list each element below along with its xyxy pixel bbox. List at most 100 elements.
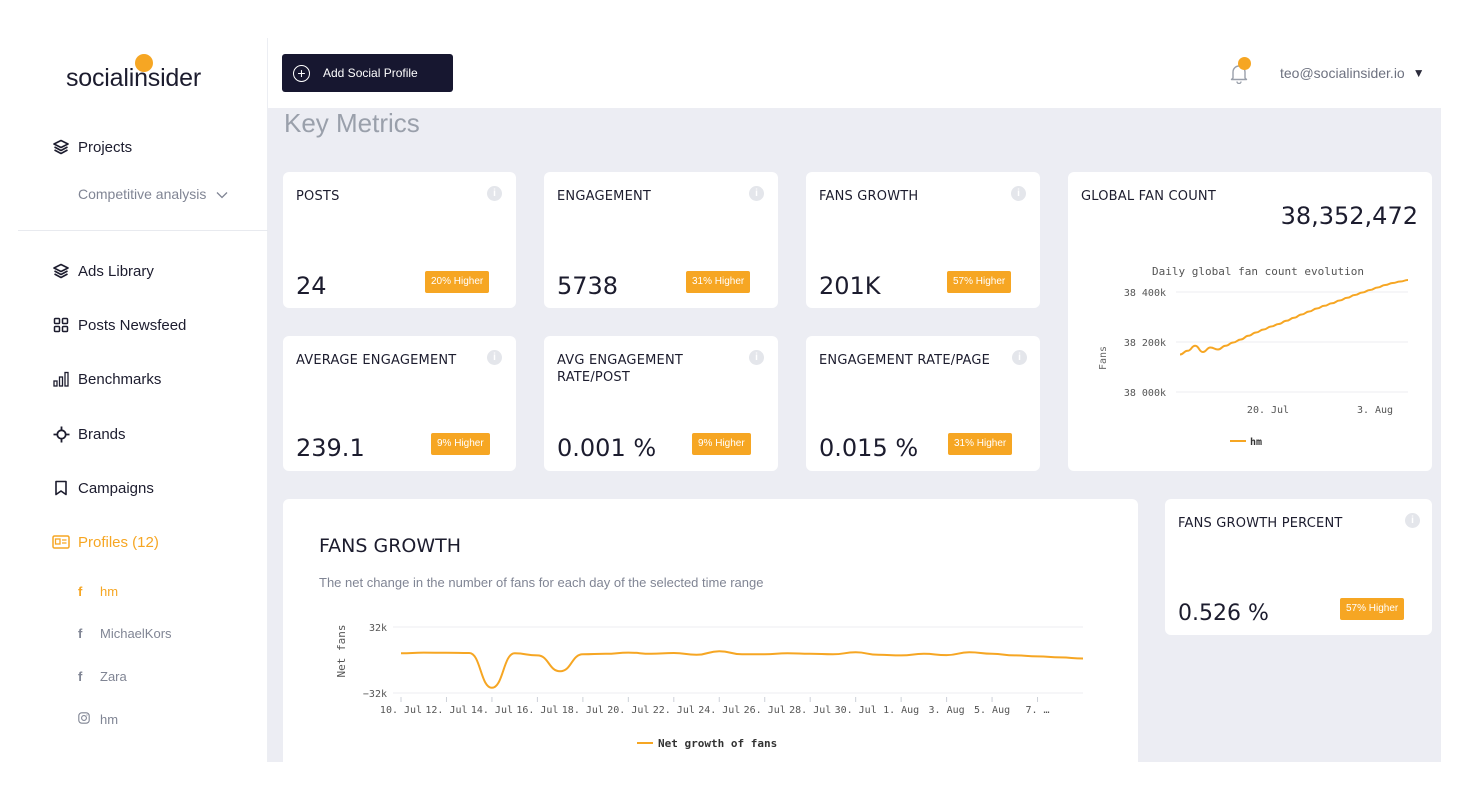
- chevron-down-icon: [216, 186, 228, 202]
- x-tick-label: 24. Jul: [698, 705, 740, 716]
- metric-value: 0.015 %: [819, 434, 919, 462]
- plus-circle-icon: +: [293, 64, 310, 82]
- info-icon[interactable]: i: [1405, 513, 1420, 528]
- metric-card-average-engagement: AVERAGE ENGAGEMENT i 239.1 9% Higher: [283, 336, 516, 471]
- profile-name: hm: [100, 712, 119, 727]
- facebook-icon: f: [78, 584, 83, 599]
- metric-label: POSTS: [296, 189, 340, 204]
- profile-name: hm: [100, 584, 119, 599]
- y-tick-label: −32k: [363, 689, 387, 700]
- y-tick-label: 38 000k: [1124, 388, 1166, 399]
- add-social-profile-label: Add Social Profile: [323, 66, 418, 80]
- logo-dot: [135, 54, 153, 72]
- x-axis-ticks: 10. Jul 12. Jul 14. Jul 16. Jul 18. Jul 20. J…: [380, 697, 1050, 716]
- x-tick-label: 1. Aug: [883, 705, 919, 716]
- x-tick-label: 18. Jul: [562, 705, 604, 716]
- crosshair-icon: [52, 425, 70, 443]
- sidebar-item-profiles[interactable]: Profiles (12): [18, 524, 268, 560]
- layers-icon: [52, 262, 70, 280]
- global-fan-count-chart: Daily global fan count evolution Fans 38…: [1098, 265, 1409, 448]
- metric-label: GLOBAL FAN COUNT: [1081, 189, 1216, 204]
- profile-item-zara-facebook[interactable]: f Zara: [78, 669, 127, 684]
- topbar: + Add Social Profile teo@socialinsider.i…: [268, 38, 1441, 108]
- info-icon[interactable]: i: [487, 350, 502, 365]
- info-icon[interactable]: i: [749, 350, 764, 365]
- x-tick-label: 5. Aug: [974, 705, 1010, 716]
- x-tick-label: 20. Jul: [1247, 405, 1289, 416]
- x-tick-label: 14. Jul: [471, 705, 513, 716]
- global-fan-count-card: GLOBAL FAN COUNT 38,352,472 Daily global…: [1068, 172, 1432, 471]
- project-select[interactable]: Competitive analysis: [78, 186, 228, 202]
- notification-badge: [1238, 57, 1251, 70]
- chart-title: Daily global fan count evolution: [1152, 265, 1364, 278]
- metric-value: 24: [296, 272, 327, 300]
- comparison-badge: 20% Higher: [425, 271, 490, 293]
- comparison-badge: 31% Higher: [948, 433, 1013, 455]
- profile-item-michaelkors-facebook[interactable]: f MichaelKors: [78, 626, 172, 641]
- instagram-icon: [78, 712, 100, 727]
- metric-label: AVERAGE ENGAGEMENT: [296, 353, 457, 368]
- comparison-badge: 57% Higher: [1340, 598, 1405, 620]
- x-tick-label: 20. Jul: [607, 705, 649, 716]
- sidebar-item-ads-library[interactable]: Ads Library: [18, 253, 268, 289]
- profile-item-hm-instagram[interactable]: hm: [78, 712, 118, 727]
- x-tick-label: 16. Jul: [516, 705, 558, 716]
- sidebar-item-label: Brands: [78, 425, 126, 443]
- notifications-bell-icon[interactable]: [1228, 57, 1251, 85]
- x-tick-label: 12. Jul: [425, 705, 467, 716]
- section-description: The net change in the number of fans for…: [319, 575, 764, 590]
- sidebar-item-label: Posts Newsfeed: [78, 316, 187, 334]
- comparison-badge: 9% Higher: [692, 433, 751, 455]
- legend-label[interactable]: hm: [1250, 437, 1262, 448]
- sidebar-item-projects[interactable]: Projects: [18, 129, 268, 165]
- x-tick-label: 28. Jul: [789, 705, 831, 716]
- fans-growth-chart: Net fans 32k −32k 10. Jul 12. Jul 14. Jul 1…: [335, 623, 1084, 750]
- project-select-value: Competitive analysis: [78, 186, 207, 202]
- chart-y-label: Net fans: [335, 625, 348, 678]
- y-tick-label: 32k: [369, 623, 387, 634]
- layers-icon: [52, 138, 70, 156]
- legend-label[interactable]: Net growth of fans: [658, 737, 777, 750]
- facebook-icon: f: [78, 669, 83, 684]
- profile-name: Zara: [100, 669, 127, 684]
- y-tick-label: 38 400k: [1124, 288, 1166, 299]
- bar-chart-icon: [52, 370, 70, 388]
- x-tick-label: 3. Aug: [929, 705, 965, 716]
- y-tick-label: 38 200k: [1124, 338, 1166, 349]
- x-tick-label: 7. …: [1025, 705, 1049, 716]
- main-content: Key Metrics POSTS i 24 20% Higher ENGAGE…: [268, 108, 1441, 762]
- metric-label: ENGAGEMENT RATE/PAGE: [819, 353, 991, 368]
- info-icon[interactable]: i: [1012, 350, 1027, 365]
- bookmark-icon: [52, 479, 70, 497]
- user-menu[interactable]: teo@socialinsider.io ▼: [1280, 65, 1425, 81]
- app-window: socialinsider Projects Competitive analy…: [18, 38, 1441, 762]
- logo-text: socialinsider: [66, 64, 201, 92]
- metric-card-fans-growth: FANS GROWTH i 201K 57% Higher: [806, 172, 1040, 308]
- comparison-badge: 9% Higher: [431, 433, 490, 455]
- add-social-profile-button[interactable]: + Add Social Profile: [282, 54, 453, 92]
- comparison-badge: 57% Higher: [947, 271, 1012, 293]
- sidebar-item-campaigns[interactable]: Campaigns: [18, 470, 268, 506]
- facebook-icon: f: [78, 626, 83, 641]
- info-icon[interactable]: i: [1011, 186, 1026, 201]
- fans-growth-panel: FANS GROWTH The net change in the number…: [283, 499, 1138, 762]
- info-icon[interactable]: i: [749, 186, 764, 201]
- profile-name: MichaelKors: [100, 626, 172, 641]
- metric-card-engagement-rate-page: ENGAGEMENT RATE/PAGE i 0.015 % 31% Highe…: [806, 336, 1040, 471]
- x-tick-label: 10. Jul: [380, 705, 422, 716]
- sidebar: socialinsider Projects Competitive analy…: [18, 38, 268, 762]
- sidebar-item-posts-newsfeed[interactable]: Posts Newsfeed: [18, 307, 268, 343]
- info-icon[interactable]: i: [487, 186, 502, 201]
- metric-card-fans-growth-percent: FANS GROWTH PERCENT i 0.526 % 57% Higher: [1165, 499, 1432, 635]
- profile-item-hm-facebook[interactable]: f hm: [78, 584, 118, 599]
- sidebar-item-label: Campaigns: [78, 479, 154, 497]
- x-tick-label: 26. Jul: [744, 705, 786, 716]
- user-email: teo@socialinsider.io: [1280, 65, 1405, 81]
- global-fan-count-value: 38,352,472: [1280, 202, 1418, 230]
- metric-value: 0.001 %: [557, 434, 657, 462]
- profile-card-icon: [52, 533, 70, 551]
- metric-label: FANS GROWTH: [819, 189, 919, 204]
- sidebar-item-benchmarks[interactable]: Benchmarks: [18, 361, 268, 397]
- sidebar-item-label: Ads Library: [78, 262, 154, 280]
- sidebar-item-brands[interactable]: Brands: [18, 416, 268, 452]
